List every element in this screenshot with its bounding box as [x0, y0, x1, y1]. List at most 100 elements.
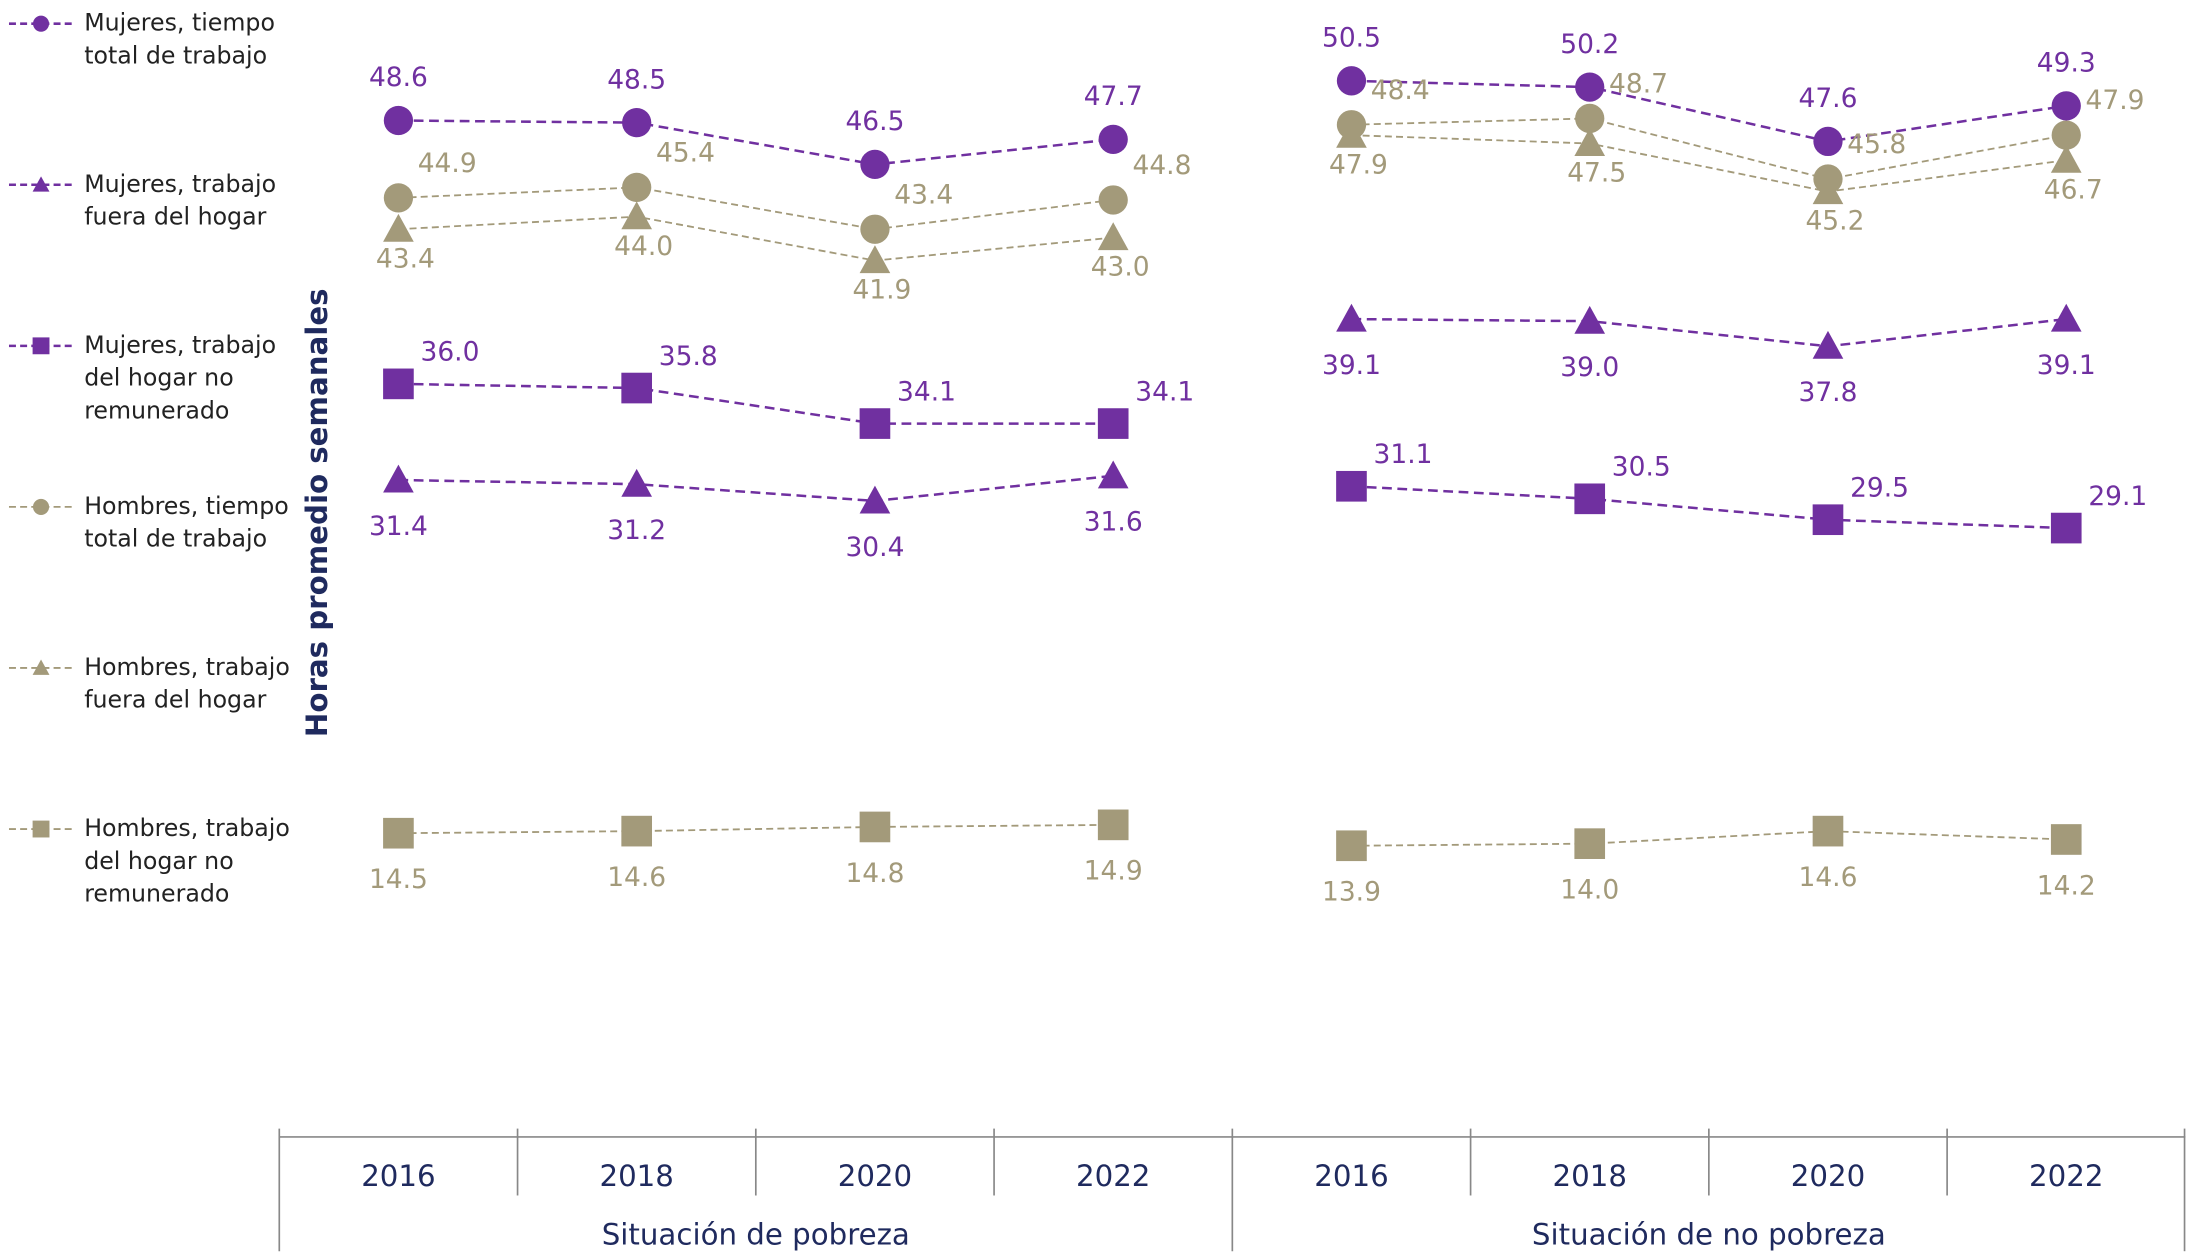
legend-marker [32, 498, 50, 515]
series-line [1351, 830, 2067, 847]
data-point [621, 201, 653, 230]
data-label: 29.5 [1850, 473, 1909, 504]
data-label: 14.8 [845, 858, 904, 889]
data-point [1575, 103, 1605, 134]
series-line [398, 119, 1114, 166]
data-point [383, 183, 414, 213]
data-point [383, 368, 414, 400]
data-point [1097, 408, 1129, 439]
y-axis-label: Horas promedio semanales [300, 288, 334, 737]
data-label: 44.0 [614, 231, 673, 262]
series-line [1351, 317, 2067, 348]
data-point [621, 372, 653, 404]
data-label: 46.5 [845, 106, 904, 137]
data-label: 14.0 [1560, 875, 1619, 906]
legend-label: Hombres, tiempo total de trabajo [84, 491, 289, 552]
data-label: 43.4 [376, 243, 435, 274]
data-point [859, 245, 891, 274]
data-label: 35.8 [659, 341, 718, 372]
data-point [2050, 303, 2082, 332]
data-label: 31.6 [1084, 507, 1143, 538]
data-point [1812, 176, 1844, 205]
data-label: 44.8 [1133, 150, 1192, 181]
data-point [1098, 185, 1128, 215]
data-point [621, 815, 653, 847]
data-label: 45.2 [1805, 206, 1864, 237]
series-line [398, 474, 1114, 503]
data-label: 29.1 [2088, 481, 2147, 512]
legend-label: Mujeres, trabajo del hogar no remunerado [84, 330, 276, 423]
data-label: 47.9 [2086, 85, 2145, 116]
x-tick-label: 2018 [1552, 1159, 1626, 1193]
x-tick-label: 2016 [1314, 1159, 1388, 1193]
series-line [1351, 485, 2067, 530]
group-label: Situación de no pobreza [1532, 1217, 1886, 1251]
data-point [2050, 512, 2082, 544]
data-point [1574, 483, 1606, 515]
data-label: 13.9 [1322, 877, 1381, 908]
data-label: 48.6 [369, 62, 428, 93]
data-label: 39.1 [1322, 350, 1381, 381]
x-tick-label: 2016 [361, 1159, 435, 1193]
data-label: 48.7 [1609, 68, 1668, 99]
data-point [1574, 828, 1606, 859]
legend-label: Hombres, trabajo del hogar no remunerado [84, 814, 290, 907]
legend-label: Hombres, trabajo fuera del hogar [84, 652, 290, 713]
data-point [1574, 305, 1606, 334]
data-label: 37.8 [1799, 377, 1858, 408]
data-point [1336, 119, 1367, 148]
data-label: 14.6 [1799, 862, 1858, 893]
data-point [1812, 815, 1844, 847]
data-label: 30.5 [1612, 452, 1671, 483]
data-point [1812, 330, 1844, 359]
data-point [859, 408, 891, 439]
data-label: 47.7 [1084, 81, 1143, 112]
x-tick-label: 2022 [2029, 1159, 2103, 1193]
data-label: 45.4 [656, 137, 715, 168]
series-line [1351, 79, 2067, 143]
data-point [1574, 128, 1606, 157]
data-point [1097, 222, 1129, 251]
data-label: 41.9 [852, 275, 911, 306]
data-label: 14.5 [369, 864, 428, 895]
data-label: 43.4 [894, 179, 953, 210]
data-label: 49.3 [2037, 48, 2096, 79]
data-label: 45.8 [1847, 129, 1906, 160]
x-tick-label: 2022 [1076, 1159, 1150, 1193]
legend-marker [32, 176, 50, 192]
data-label: 36.0 [421, 337, 480, 368]
data-point [621, 468, 653, 497]
series-line [398, 215, 1114, 262]
data-label: 50.5 [1322, 23, 1381, 54]
data-label: 47.5 [1567, 158, 1626, 189]
x-tick-label: 2020 [838, 1159, 912, 1193]
data-point [1812, 504, 1844, 536]
data-point [383, 817, 414, 849]
legend-marker [32, 820, 50, 838]
series-line [398, 186, 1114, 231]
data-point [383, 464, 414, 493]
data-point [1813, 126, 1843, 157]
data-point [622, 172, 652, 203]
data-point [1336, 303, 1367, 332]
data-point [860, 214, 890, 244]
data-label: 50.2 [1560, 29, 1619, 60]
data-point [2051, 91, 2081, 121]
x-tick-label: 2020 [1791, 1159, 1865, 1193]
series-line [398, 823, 1114, 835]
data-point [383, 105, 414, 136]
legend-marker [32, 337, 50, 355]
data-point [1097, 809, 1129, 841]
legend-label: Mujeres, tiempo total de trabajo [84, 8, 275, 69]
data-point [2050, 824, 2082, 855]
data-point [859, 485, 891, 514]
data-label: 31.4 [369, 511, 428, 542]
data-point [2050, 144, 2082, 173]
data-point [1097, 460, 1129, 489]
x-tick-label: 2018 [599, 1159, 673, 1193]
data-point [383, 213, 414, 242]
data-label: 14.2 [2037, 870, 2096, 901]
data-point [1098, 124, 1128, 154]
data-point [860, 149, 890, 180]
